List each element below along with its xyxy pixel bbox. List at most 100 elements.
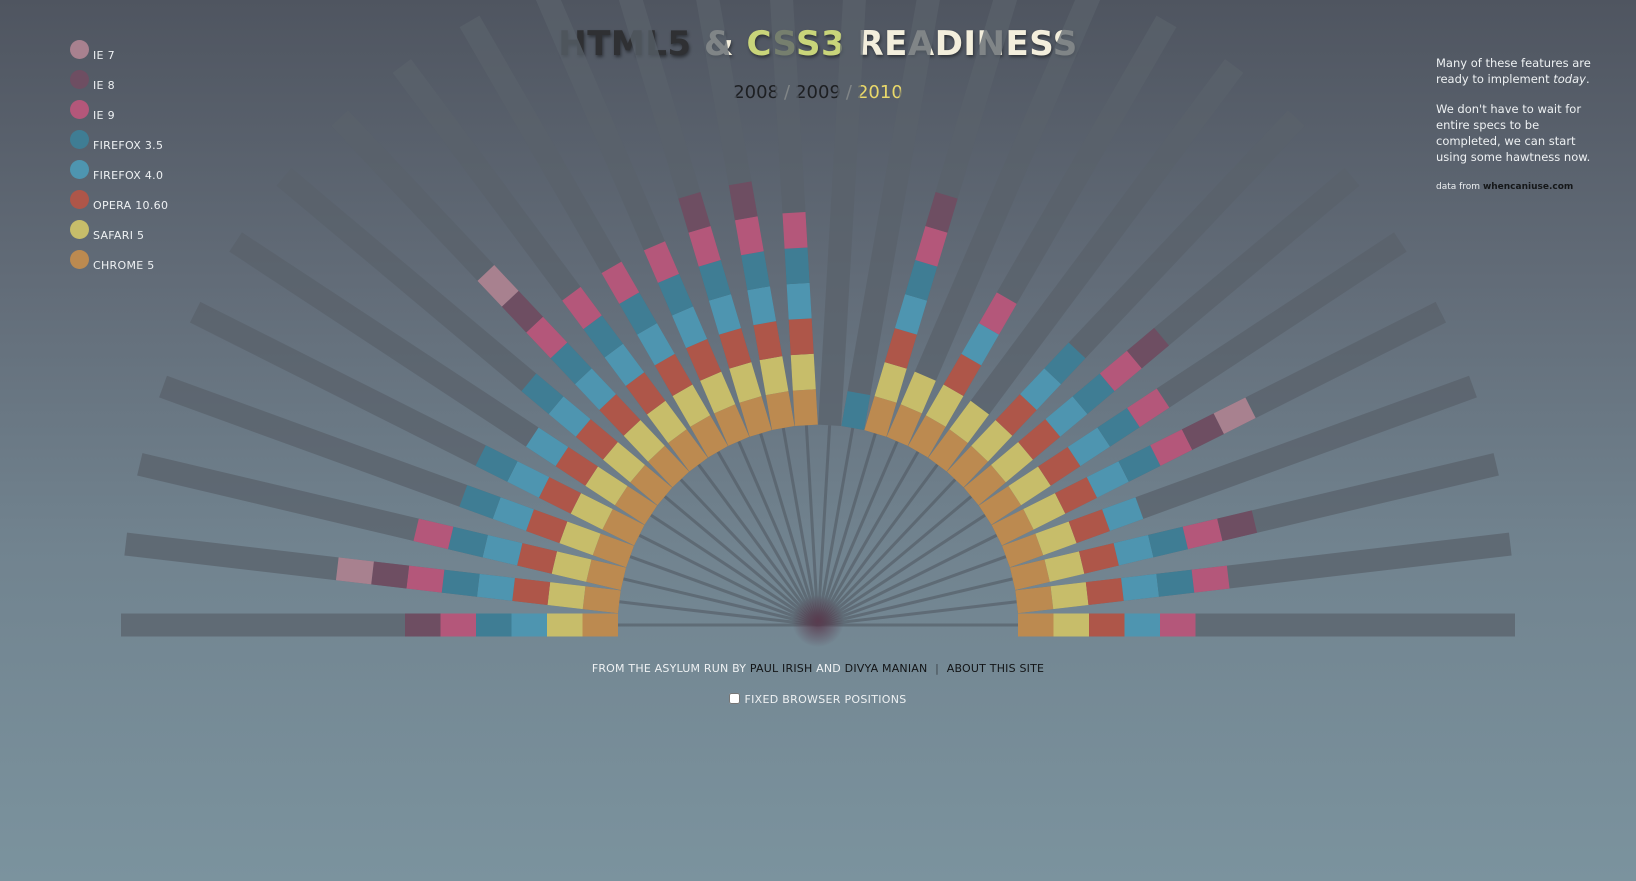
spoke-track [928,59,1244,472]
feature-spoke[interactable] [809,59,1244,632]
support-segment [603,441,645,483]
legend-swatch [70,250,89,269]
support-segment [1127,388,1170,428]
support-segment [884,328,917,369]
support-segment [648,445,690,488]
feature-spoke[interactable] [808,15,1177,631]
support-segment [792,389,818,427]
year-2009-link[interactable]: 2009 [795,82,841,103]
legend-label: IE 8 [93,79,115,92]
support-segment [1002,533,1044,568]
support-segment [476,613,512,637]
support-segment [525,427,569,467]
feature-spoke[interactable] [817,532,1512,637]
fixed-positions-label: FIXED BROWSER POSITIONS [744,693,907,706]
paul-irish-link[interactable]: PAUL IRISH [749,662,813,675]
support-segment [790,353,816,391]
spoke-inner [629,555,819,627]
feature-spoke[interactable] [121,613,818,637]
support-segment [547,582,586,610]
support-segment [335,557,374,585]
support-segment [753,321,783,361]
feature-spoke[interactable] [807,0,1105,630]
feature-spoke[interactable] [685,0,830,627]
feature-spoke[interactable] [810,110,1305,633]
spoke-inner [638,533,819,627]
support-segment [1018,613,1054,637]
support-segment [646,400,687,443]
side-note: Many of these features are ready to impl… [1436,55,1601,209]
support-segment [604,343,645,387]
support-segment [511,613,547,637]
legend-label: SAFARI 5 [93,229,145,242]
divya-manian-link[interactable]: DIVYA MANIAN [844,662,928,675]
feature-spoke[interactable] [159,375,822,636]
support-segment [788,318,814,356]
support-segment [672,384,711,427]
support-segment [688,226,721,267]
feature-spoke[interactable] [765,0,829,626]
support-segment [1023,493,1066,530]
legend-swatch [70,160,89,179]
support-segment [441,569,480,597]
support-segment [501,290,543,333]
support-segment [1079,543,1119,574]
spoke-inner [650,513,819,627]
feature-spoke[interactable] [331,110,826,633]
feature-spoke[interactable] [392,59,828,632]
feature-spoke[interactable] [814,375,1477,636]
support-segment [979,292,1017,335]
support-segment [592,533,634,568]
feature-spoke[interactable] [813,301,1447,635]
support-segment [1099,350,1142,392]
feature-spoke[interactable] [607,0,829,628]
feature-spoke[interactable] [818,613,1515,637]
support-segment [492,497,534,531]
spoke-inner [618,623,818,627]
chart-hub [792,595,844,647]
feature-spoke[interactable] [807,0,1029,628]
feature-spoke[interactable] [811,168,1360,634]
feature-spoke[interactable] [189,301,823,635]
fixed-positions-checkbox[interactable] [729,693,741,704]
about-link[interactable]: ABOUT THIS SITE [946,662,1045,675]
support-segment [654,353,693,397]
support-segment [512,577,551,605]
feature-spoke[interactable] [276,168,826,634]
year-2010-link[interactable]: 2010 [856,82,903,103]
feature-spoke[interactable] [137,453,821,636]
support-segment [602,509,645,546]
year-2008-link[interactable]: 2008 [733,82,780,103]
support-segment [728,181,758,221]
fixed-positions-label-wrapper[interactable]: FIXED BROWSER POSITIONS [729,693,906,706]
spoke-track [841,0,951,431]
feature-spoke[interactable] [124,532,819,637]
side-note-period: . [1585,72,1590,86]
support-segment [741,251,770,291]
support-segment [1035,521,1077,556]
support-segment [700,371,736,414]
support-segment [630,464,673,506]
support-segment [1018,419,1061,460]
support-segment [459,485,501,519]
support-segment [507,461,550,498]
support-segment [1053,613,1089,637]
support-segment [739,396,772,437]
feature-spoke[interactable] [807,0,871,626]
support-segment [886,404,922,446]
feature-spoke[interactable] [531,0,828,630]
feature-spoke[interactable] [459,15,828,631]
support-segment [551,551,592,582]
support-segment [708,294,742,335]
support-segment [905,260,938,301]
spoke-inner [679,478,820,627]
feature-spoke[interactable] [815,453,1499,636]
feature-spoke[interactable] [807,0,951,627]
feature-spoke[interactable] [812,232,1407,634]
support-segment [637,323,675,366]
whencaniuse-link[interactable]: whencaniuse.com [1482,182,1574,192]
support-segment [1044,551,1085,582]
support-segment [1045,396,1088,437]
support-segment [548,396,591,437]
feature-spoke[interactable] [229,232,824,634]
